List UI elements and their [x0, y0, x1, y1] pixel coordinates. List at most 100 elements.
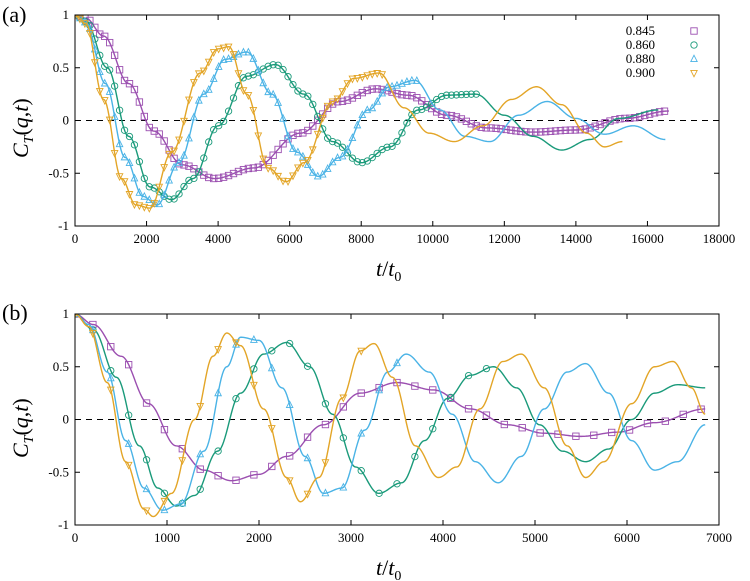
marker-0-860 — [289, 80, 297, 89]
marker-0-880 — [348, 133, 357, 142]
marker-0-845 — [566, 126, 575, 134]
marker-0-845 — [556, 126, 565, 135]
marker-0-900 — [90, 59, 99, 68]
legend-marker-0-845 — [690, 27, 698, 35]
marker-0-860 — [482, 364, 491, 373]
marker-0-845 — [462, 117, 471, 125]
marker-0-845 — [224, 171, 233, 180]
legend-marker-0-900 — [690, 69, 698, 78]
marker-0-845 — [110, 51, 119, 60]
marker-0-880 — [373, 96, 382, 105]
marker-0-860 — [284, 73, 292, 81]
marker-0-900 — [274, 172, 283, 181]
marker-0-900 — [88, 330, 97, 339]
marker-0-845 — [215, 174, 223, 182]
marker-0-880 — [285, 400, 294, 409]
marker-0-880 — [209, 74, 218, 82]
marker-0-845 — [268, 462, 276, 471]
marker-0-900 — [338, 88, 347, 97]
marker-0-845 — [299, 129, 307, 137]
marker-0-880 — [303, 159, 312, 168]
marker-0-900 — [180, 117, 188, 126]
panel-b-series — [75, 314, 706, 518]
marker-0-880 — [140, 191, 149, 200]
marker-0-900 — [289, 172, 297, 181]
marker-0-860 — [224, 107, 233, 115]
panel-a-xtick-label: 10000 — [417, 231, 450, 246]
marker-0-900 — [303, 156, 312, 165]
marker-0-860 — [383, 143, 391, 151]
svg-text:t/t0: t/t0 — [376, 256, 401, 285]
fit-line-0-880 — [75, 15, 666, 206]
marker-0-860 — [160, 489, 169, 497]
marker-0-900 — [120, 178, 129, 187]
panel-a-ytick-label: -1 — [58, 218, 69, 233]
marker-0-845 — [679, 410, 687, 419]
marker-0-860 — [244, 72, 253, 80]
series-0-860 — [75, 15, 659, 203]
marker-0-845 — [130, 85, 139, 94]
marker-0-860 — [447, 393, 455, 402]
legend-marker-0-880 — [690, 54, 698, 63]
marker-0-880 — [279, 113, 287, 122]
marker-0-900 — [204, 58, 213, 67]
marker-0-860 — [229, 94, 238, 102]
marker-0-860 — [452, 91, 461, 99]
marker-0-860 — [210, 126, 218, 134]
marker-0-845 — [125, 361, 133, 369]
panel-a-xtick-label: 14000 — [560, 231, 593, 246]
marker-0-845 — [321, 420, 330, 429]
marker-0-845 — [135, 98, 144, 106]
marker-0-900 — [142, 507, 151, 516]
marker-0-860 — [375, 489, 383, 497]
marker-0-845 — [655, 108, 664, 116]
marker-0-845 — [343, 96, 352, 104]
marker-0-860 — [279, 65, 287, 74]
marker-0-900 — [209, 49, 218, 58]
marker-0-900 — [298, 159, 307, 168]
marker-0-880 — [219, 55, 228, 63]
series-0-900 — [75, 314, 706, 518]
marker-0-860 — [403, 119, 411, 127]
marker-0-860 — [135, 157, 144, 166]
panel-b-ytick-label: 0 — [63, 412, 70, 427]
marker-0-880 — [375, 385, 384, 394]
marker-0-900 — [239, 87, 248, 96]
panel-b-ytick-label: -0.5 — [48, 464, 69, 479]
marker-0-845 — [303, 433, 312, 441]
marker-0-880 — [321, 488, 330, 497]
marker-0-900 — [339, 394, 348, 403]
marker-0-860 — [321, 400, 330, 408]
panel-a-label: (a) — [2, 2, 26, 27]
marker-0-860 — [130, 141, 139, 149]
marker-0-900 — [189, 79, 198, 88]
marker-0-880 — [259, 78, 268, 87]
marker-0-880 — [125, 158, 134, 167]
marker-0-845 — [232, 476, 240, 484]
marker-0-860 — [388, 142, 396, 150]
marker-0-900 — [130, 201, 139, 210]
marker-0-845 — [373, 85, 381, 93]
marker-0-880 — [249, 53, 258, 62]
marker-0-880 — [244, 47, 253, 56]
marker-0-845 — [309, 122, 317, 130]
marker-0-845 — [522, 128, 530, 136]
marker-0-900 — [313, 130, 322, 139]
marker-0-900 — [75, 15, 78, 20]
marker-0-880 — [214, 388, 223, 397]
marker-0-880 — [308, 167, 317, 176]
marker-0-880 — [254, 65, 263, 74]
marker-0-860 — [472, 90, 480, 98]
marker-0-900 — [285, 477, 294, 486]
panel-b: (b) 0 1000 2000 3000 4000 5000 6000 7000-1-0.50… — [2, 300, 732, 581]
marker-0-900 — [224, 43, 233, 52]
marker-0-845 — [269, 151, 277, 159]
marker-0-860 — [408, 110, 416, 119]
marker-0-860 — [175, 190, 183, 198]
marker-0-880 — [130, 173, 139, 182]
marker-0-845 — [576, 126, 584, 134]
marker-0-845 — [358, 89, 366, 97]
marker-0-900 — [303, 490, 312, 499]
marker-0-900 — [321, 459, 330, 468]
panel-a-xtick-label: 8000 — [348, 231, 374, 246]
